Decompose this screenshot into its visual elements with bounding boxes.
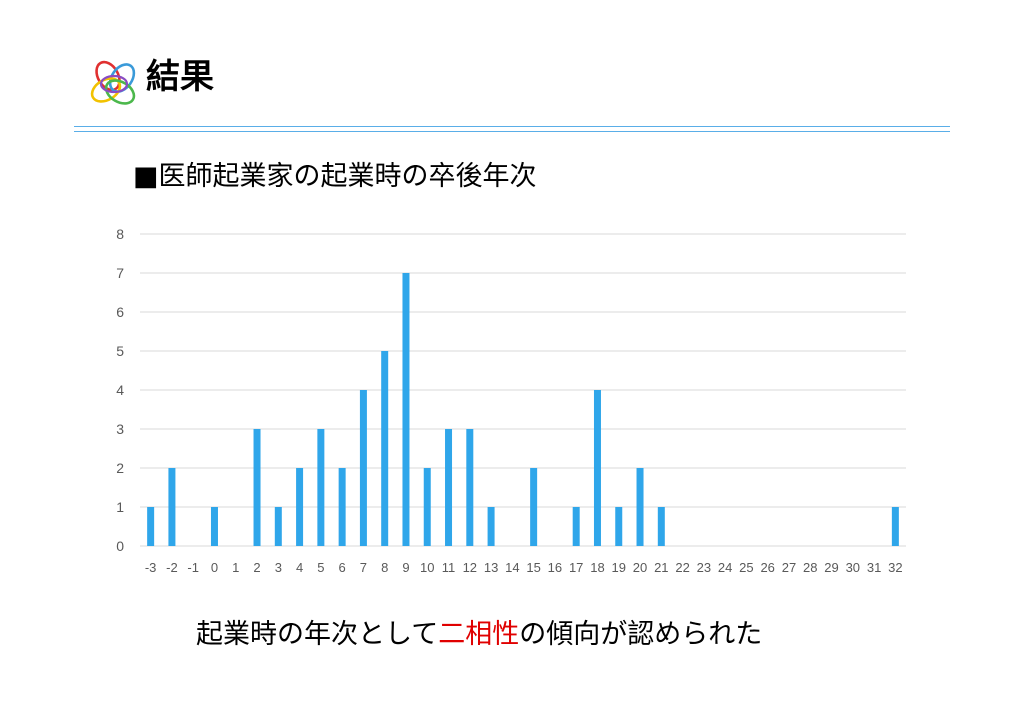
bar-11 (445, 429, 453, 546)
x-tick-label: -2 (166, 560, 178, 575)
conclusion-highlight: 二相性 (438, 619, 520, 650)
x-tick-label: 27 (782, 560, 796, 575)
x-tick-label: 32 (888, 560, 902, 575)
bar-17 (572, 507, 580, 546)
bar-10 (423, 468, 431, 546)
y-tick-label: 8 (116, 226, 124, 242)
x-tick-label: 17 (569, 560, 583, 575)
y-tick-label: 6 (116, 304, 124, 320)
x-tick-label: 8 (381, 560, 388, 575)
bar-15 (530, 468, 538, 546)
x-tick-label: -3 (145, 560, 157, 575)
x-tick-label: 2 (253, 560, 260, 575)
x-tick-label: 13 (484, 560, 498, 575)
x-tick-label: 26 (760, 560, 774, 575)
x-tick-label: 6 (339, 560, 346, 575)
page-title: 結果 (146, 57, 214, 97)
bar-21 (657, 507, 665, 546)
x-tick-label: 28 (803, 560, 817, 575)
conclusion-text: 起業時の年次として二相性の傾向が認められた (196, 621, 762, 648)
chart-title: ■医師起業家の起業時の卒後年次 (133, 161, 537, 192)
bar-0 (210, 507, 218, 546)
x-tick-label: 7 (360, 560, 367, 575)
x-tick-label: 31 (867, 560, 881, 575)
x-tick-label: 15 (526, 560, 540, 575)
bar-13 (487, 507, 495, 546)
x-tick-label: 11 (442, 560, 456, 575)
y-tick-label: 0 (116, 538, 124, 554)
x-tick-label: 25 (739, 560, 753, 575)
bar-2 (253, 429, 261, 546)
x-tick-label: 19 (612, 560, 626, 575)
x-tick-label: 4 (296, 560, 303, 575)
x-tick-label: 20 (633, 560, 647, 575)
x-tick-label: 29 (824, 560, 838, 575)
y-tick-label: 3 (116, 421, 124, 437)
x-tick-label: 3 (275, 560, 282, 575)
x-tick-label: 12 (463, 560, 477, 575)
bar-20 (636, 468, 644, 546)
y-tick-label: 1 (116, 499, 124, 515)
bar-7 (359, 390, 367, 546)
bar-32 (891, 507, 899, 546)
bar-19 (615, 507, 623, 546)
x-tick-label: 30 (846, 560, 860, 575)
bar-12 (466, 429, 474, 546)
y-tick-label: 5 (116, 343, 124, 359)
x-tick-label: 9 (402, 560, 409, 575)
x-tick-label: 23 (697, 560, 711, 575)
flower-knot-logo-icon (90, 60, 136, 105)
x-tick-label: 14 (505, 560, 519, 575)
bar-9 (402, 273, 410, 546)
x-tick-label: 5 (317, 560, 324, 575)
y-tick-label: 4 (116, 382, 124, 398)
bar--3 (147, 507, 155, 546)
bar-18 (593, 390, 601, 546)
conclusion-text-before: 起業時の年次として (196, 619, 439, 650)
header-divider-top (74, 126, 950, 127)
header-divider-bottom (74, 131, 950, 132)
x-tick-label: 10 (420, 560, 434, 575)
x-tick-label: -1 (187, 560, 199, 575)
bar-8 (381, 351, 389, 546)
bar-4 (296, 468, 304, 546)
x-tick-label: 1 (232, 560, 239, 575)
y-tick-label: 7 (116, 265, 124, 281)
bar--2 (168, 468, 176, 546)
x-tick-label: 22 (675, 560, 689, 575)
y-tick-label: 2 (116, 460, 124, 476)
x-tick-label: 21 (654, 560, 668, 575)
x-tick-label: 24 (718, 560, 732, 575)
x-tick-label: 16 (548, 560, 562, 575)
bar-3 (274, 507, 282, 546)
x-tick-label: 0 (211, 560, 218, 575)
x-tick-label: 18 (590, 560, 604, 575)
conclusion-text-after: の傾向が認められた (519, 619, 763, 650)
bar-5 (317, 429, 325, 546)
bar-6 (338, 468, 346, 546)
